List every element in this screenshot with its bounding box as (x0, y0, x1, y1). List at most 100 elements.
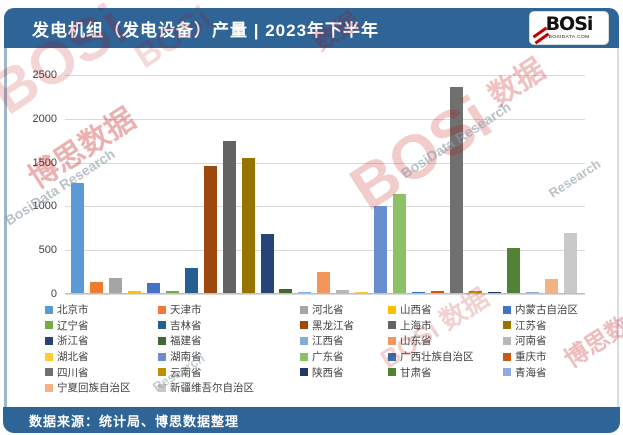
bar-湖北省 (355, 291, 369, 293)
legend: 北京市 天津市 河北省 山西省 内蒙古自治区辽宁省 吉林省 黑龙江省 上海市 江苏省浙江省 福建省… (45, 302, 590, 396)
bar-广西壮族自治区 (412, 291, 426, 293)
bar-陕西省 (487, 291, 501, 293)
data-source-note: 数据来源：统计局、博思数据整理 (29, 413, 240, 429)
legend-item-浙江省: 浙江省 (45, 333, 158, 348)
legend-label: 辽宁省 (57, 319, 89, 332)
legend-swatch-icon (45, 383, 53, 392)
y-tick-label: 500 (38, 244, 57, 257)
bar-四川省 (450, 87, 464, 293)
bar-宁夏回族自治区 (544, 278, 558, 293)
bar-北京市 (71, 182, 84, 293)
legend-item-江西省: 江西省 (300, 333, 388, 348)
bar-上海市 (222, 141, 236, 293)
legend-item-辽宁省: 辽宁省 (45, 318, 158, 333)
legend-item-上海市: 上海市 (388, 318, 503, 333)
bar-新疆维吾尔自治区 (563, 232, 577, 293)
bar-内蒙古自治区 (146, 282, 160, 293)
bar-江苏省 (241, 158, 255, 293)
legend-item-内蒙古自治区: 内蒙古自治区 (503, 302, 590, 317)
footer-banner: 数据来源：统计局、博思数据整理 (3, 407, 620, 433)
y-tick-label: 0 (50, 288, 57, 300)
legend-label: 陕西省 (312, 366, 344, 379)
legend-item-吉林省: 吉林省 (158, 318, 300, 333)
legend-swatch-icon (300, 321, 308, 330)
y-tick-label: 1000 (32, 200, 57, 213)
y-tick-label: 1500 (32, 156, 57, 169)
bar-福建省 (279, 288, 293, 293)
bar-湖南省 (374, 206, 388, 293)
gridline (65, 118, 585, 120)
legend-item-天津市: 天津市 (158, 302, 300, 317)
bar-河北省 (108, 278, 122, 293)
legend-label: 黑龙江省 (312, 319, 354, 332)
legend-swatch-icon (503, 305, 511, 314)
legend-label: 山东省 (400, 335, 432, 348)
legend-label: 河北省 (312, 304, 344, 317)
bar-河南省 (336, 290, 350, 293)
legend-swatch-icon (388, 352, 396, 361)
legend-swatch-icon (45, 305, 53, 314)
legend-item-湖南省: 湖南省 (158, 349, 300, 364)
legend-swatch-icon (388, 305, 396, 314)
legend-label: 江苏省 (515, 319, 547, 332)
legend-swatch-icon (300, 336, 308, 345)
gridline (65, 294, 585, 295)
legend-item-广西壮族自治区: 广西壮族自治区 (388, 349, 503, 364)
legend-label: 新疆维吾尔自治区 (170, 382, 254, 395)
legend-item-新疆维吾尔自治区: 新疆维吾尔自治区 (158, 380, 300, 395)
legend-swatch-icon (503, 368, 511, 377)
legend-swatch-icon (388, 321, 396, 330)
legend-label: 山西省 (400, 304, 432, 317)
y-tick-label: 2500 (32, 69, 57, 81)
legend-item-福建省: 福建省 (158, 333, 300, 348)
legend-item-湖北省: 湖北省 (45, 349, 158, 364)
legend-item-广东省: 广东省 (300, 349, 388, 364)
gridline (65, 206, 585, 208)
y-tick-label: 2000 (32, 112, 57, 125)
bar-重庆市 (431, 291, 445, 293)
legend-swatch-icon (158, 336, 166, 345)
legend-swatch-icon (158, 305, 166, 314)
bar-吉林省 (184, 268, 198, 293)
legend-swatch-icon (300, 352, 308, 361)
bosi-logo: BOSi BOSIDATA.COM (529, 11, 609, 45)
legend-swatch-icon (388, 336, 396, 345)
legend-label: 重庆市 (515, 351, 547, 364)
gridline (65, 75, 585, 76)
legend-label: 广东省 (312, 351, 344, 364)
bar-山东省 (317, 271, 331, 293)
legend-item-甘肃省: 甘肃省 (388, 365, 503, 380)
logo-stripes-icon (532, 26, 550, 45)
legend-item-四川省: 四川省 (45, 365, 158, 380)
legend-swatch-icon (45, 352, 53, 361)
legend-label: 河南省 (515, 335, 547, 348)
legend-item-河南省: 河南省 (503, 333, 590, 348)
legend-label: 广西壮族自治区 (400, 351, 474, 364)
legend-item-黑龙江省: 黑龙江省 (300, 318, 388, 333)
logo-text: BOSi (545, 13, 594, 35)
legend-label: 天津市 (170, 304, 202, 317)
page-title: 发电机组（发电设备）产量 | 2023年下半年 (32, 20, 380, 40)
legend-item-江苏省: 江苏省 (503, 318, 590, 333)
legend-swatch-icon (300, 305, 308, 314)
legend-label: 甘肃省 (400, 366, 432, 379)
legend-item-河北省: 河北省 (300, 302, 388, 317)
logo-subtext: BOSIDATA.COM (548, 33, 590, 40)
bar-series (71, 75, 577, 293)
legend-item-青海省: 青海省 (503, 365, 590, 380)
bar-浙江省 (260, 234, 274, 293)
legend-item-山东省: 山东省 (388, 333, 503, 348)
legend-label: 云南省 (170, 366, 202, 379)
legend-swatch-icon (45, 336, 53, 345)
report-card: 发电机组（发电设备）产量 | 2023年下半年 BOSi BOSIDATA.CO… (3, 8, 620, 433)
bar-甘肃省 (506, 248, 520, 293)
bar-山西省 (127, 291, 141, 293)
legend-label: 湖南省 (170, 351, 202, 364)
gridline (65, 250, 585, 252)
legend-item-云南省: 云南省 (158, 365, 300, 380)
legend-label: 北京市 (57, 304, 89, 317)
legend-label: 宁夏回族自治区 (57, 382, 131, 395)
bar-青海省 (525, 292, 539, 293)
legend-label: 青海省 (515, 366, 547, 379)
bar-云南省 (469, 291, 483, 293)
